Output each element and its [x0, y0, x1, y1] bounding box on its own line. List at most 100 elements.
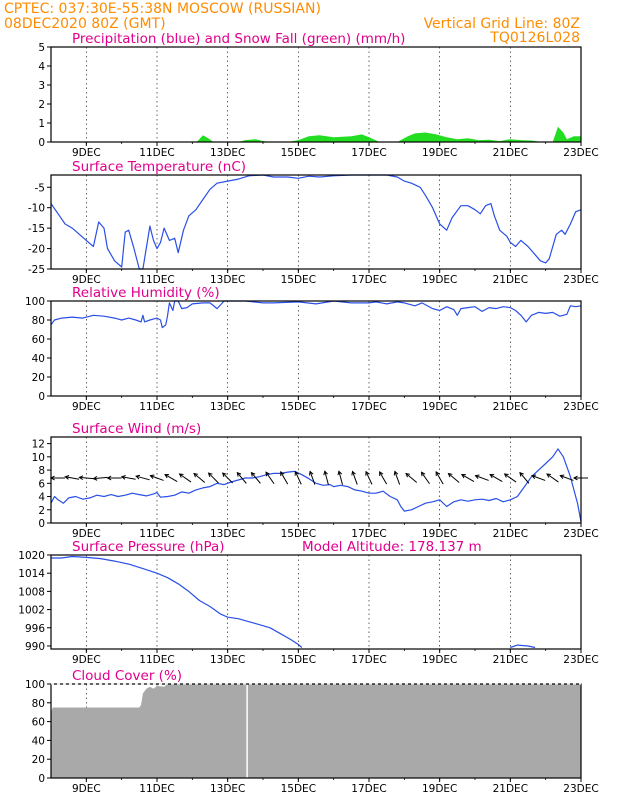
humidity-title: Relative Humidity (%) — [72, 285, 220, 301]
temperature-line — [50, 174, 582, 270]
temperature-title: Surface Temperature (nC) — [72, 159, 246, 175]
cloud-panel: Cloud Cover (%) 0 20 40 60 80 100 9DEC 11DEC 13DE… — [25, 668, 599, 795]
x-tick-label: 9DEC — [72, 147, 101, 159]
x-tick-label: 21DEC — [493, 654, 528, 666]
wind-arrow — [365, 470, 373, 485]
wind-arrow — [64, 475, 80, 480]
precip-area — [192, 126, 582, 142]
x-tick-label: 17DEC — [351, 528, 386, 540]
y-tick-label: 990 — [25, 641, 45, 653]
y-tick-label: 6 — [38, 478, 45, 490]
wind-arrow — [294, 470, 302, 485]
wind-arrow — [164, 473, 178, 482]
x-tick-label: 15DEC — [281, 783, 316, 795]
y-tick-label: -10 — [28, 203, 45, 215]
x-tick-label: 23DEC — [563, 401, 598, 413]
y-tick-label: 4 — [38, 492, 45, 504]
wind-arrow — [149, 474, 164, 481]
x-tick-label: 23DEC — [563, 783, 598, 795]
wind-arrow — [106, 475, 122, 481]
x-tick-label: 23DEC — [563, 147, 598, 159]
pressure-title: Surface Pressure (hPa) — [72, 539, 225, 555]
x-tick-label: 11DEC — [139, 147, 174, 159]
x-tick-label: 9DEC — [72, 274, 101, 286]
wind-arrow — [405, 472, 418, 483]
x-tick-label: 17DEC — [351, 654, 386, 666]
x-tick-label: 19DEC — [422, 147, 457, 159]
y-tick-label: 10 — [32, 452, 45, 464]
wind-arrow — [351, 470, 358, 485]
pressure-line — [51, 555, 536, 649]
x-tick-label: 19DEC — [422, 654, 457, 666]
wind-arrow — [420, 471, 430, 485]
x-tick-label: 21DEC — [493, 274, 528, 286]
wind-arrow — [474, 474, 489, 481]
wind-arrow — [193, 472, 206, 483]
y-tick-label: 100 — [25, 296, 45, 308]
x-tick-label: 19DEC — [422, 528, 457, 540]
pressure-frame — [50, 554, 582, 650]
wind-arrow — [531, 474, 546, 481]
x-tick-label: 13DEC — [210, 528, 245, 540]
wind-arrow — [460, 473, 475, 482]
wind-arrow — [447, 472, 460, 483]
wind-arrow — [519, 471, 530, 484]
x-tick-label: 21DEC — [493, 401, 528, 413]
humidity-panel: Relative Humidity (%) 0 20 40 60 80 100 9DEC 11D… — [25, 285, 599, 413]
y-tick-label: -15 — [28, 223, 45, 235]
wind-arrow — [393, 470, 401, 485]
wind-arrow — [207, 472, 219, 484]
wind-arrow — [435, 471, 444, 485]
wind-arrow — [308, 470, 316, 485]
x-tick-label: 11DEC — [139, 274, 174, 286]
x-tick-label: 19DEC — [422, 401, 457, 413]
wind-arrow — [489, 473, 503, 482]
wind-arrow — [323, 470, 329, 485]
wind-arrow — [379, 471, 388, 485]
humidity-frame — [50, 300, 582, 397]
wind-title: Surface Wind (m/s) — [72, 421, 201, 437]
y-tick-label: -25 — [28, 264, 45, 276]
humidity-line — [50, 300, 582, 329]
wind-frame — [50, 436, 582, 524]
wind-arrow — [92, 475, 108, 481]
y-tick-label: 60 — [32, 717, 45, 729]
y-tick-label: -20 — [28, 244, 45, 256]
header-station: CPTEC: 037:30E-55:38N MOSCOW (RUSSIAN) — [4, 1, 321, 17]
y-tick-label: 2 — [38, 99, 45, 111]
y-tick-label: 80 — [32, 698, 45, 710]
wind-arrow — [221, 472, 233, 484]
x-tick-label: 13DEC — [210, 147, 245, 159]
temperature-frame — [50, 174, 582, 270]
header-model-id: TQ0126L028 — [489, 30, 580, 46]
wind-arrow — [546, 473, 559, 483]
y-tick-label: 8 — [38, 465, 45, 477]
x-tick-label: 17DEC — [351, 783, 386, 795]
x-tick-label: 21DEC — [493, 528, 528, 540]
x-tick-label: 13DEC — [210, 654, 245, 666]
x-tick-label: 19DEC — [422, 274, 457, 286]
y-tick-label: 40 — [32, 735, 45, 747]
wind-line — [50, 448, 582, 522]
wind-arrow — [236, 471, 247, 484]
y-tick-label: 4 — [38, 61, 45, 73]
wind-arrow — [120, 475, 136, 480]
y-tick-label: 1020 — [18, 550, 45, 562]
y-tick-label: 5 — [38, 42, 45, 54]
y-tick-label: 20 — [32, 372, 45, 384]
wind-arrow — [559, 474, 574, 481]
header-grid-note: Vertical Grid Line: 80Z — [424, 16, 580, 32]
x-tick-label: 13DEC — [210, 274, 245, 286]
x-tick-label: 9DEC — [72, 528, 101, 540]
wind-arrow — [178, 473, 192, 483]
y-tick-label: 12 — [32, 439, 45, 451]
y-tick-label: 60 — [32, 334, 45, 346]
x-tick-label: 15DEC — [281, 528, 316, 540]
x-tick-label: 11DEC — [139, 654, 174, 666]
y-tick-label: 996 — [25, 623, 45, 635]
y-tick-label: 20 — [32, 754, 45, 766]
wind-arrow — [265, 471, 275, 485]
x-tick-label: 9DEC — [72, 654, 101, 666]
